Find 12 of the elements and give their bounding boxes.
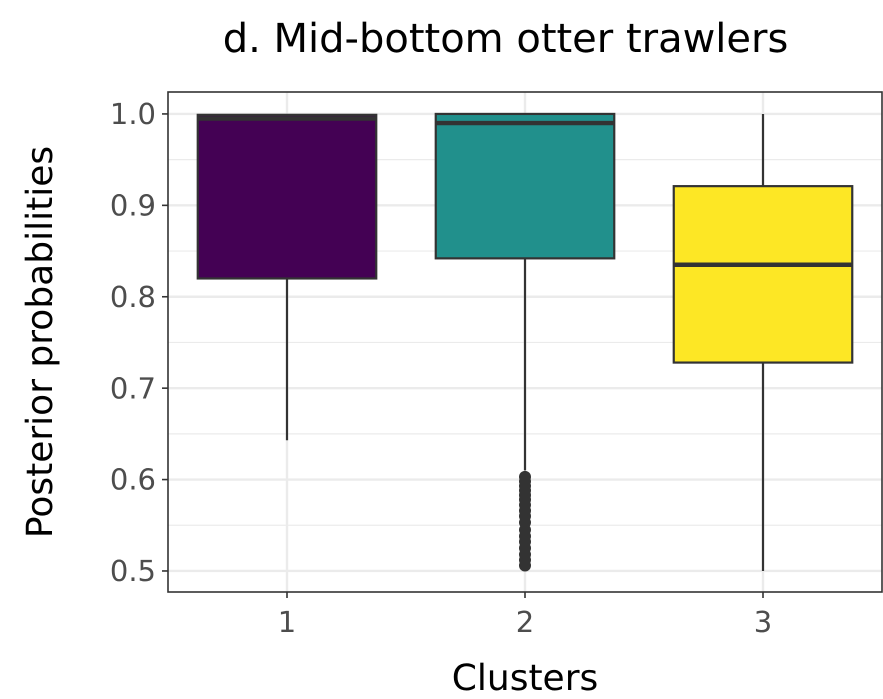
y-tick-label: 1.0	[110, 97, 156, 132]
y-tick-label: 0.7	[110, 371, 156, 406]
x-tick-label: 3	[754, 605, 772, 639]
y-tick-label: 0.6	[110, 462, 156, 497]
chart-title: d. Mid-bottom otter trawlers	[222, 16, 788, 62]
y-axis-title: Posterior probabilities	[20, 146, 61, 538]
x-tick-label: 2	[516, 605, 534, 639]
y-tick-label: 0.8	[110, 280, 156, 314]
x-axis-title: Clusters	[452, 658, 598, 699]
y-tick-label: 0.5	[110, 554, 156, 588]
y-tick-label: 0.9	[110, 188, 156, 222]
x-tick-label: 1	[278, 605, 296, 639]
